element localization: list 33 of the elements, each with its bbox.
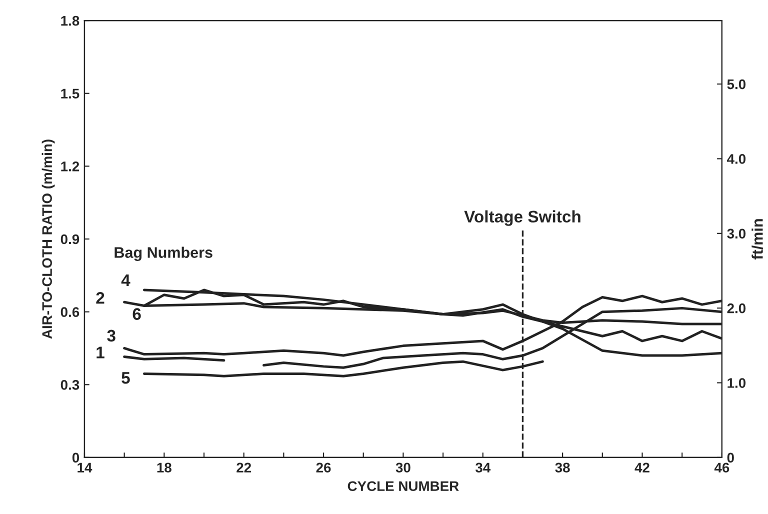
y-axis-title: AIR-TO-CLOTH RATIO (m/min): [42, 140, 55, 339]
series-label: 3: [107, 330, 116, 342]
y-tick-label: 1.2: [61, 162, 80, 172]
x-tick-label: 14: [78, 462, 92, 472]
series-label: 1: [96, 346, 104, 358]
x-tick-label: 46: [714, 462, 730, 473]
x-axis-title: CYCLE NUMBER: [348, 481, 459, 492]
y2-tick-label: 2.0: [727, 303, 746, 314]
y-tick-label: 1.8: [61, 16, 80, 26]
y2-tick-label: 4.0: [726, 154, 746, 164]
y-tick-label: 0.6: [60, 307, 80, 317]
series-label: 6: [132, 308, 141, 320]
x-tick-label: 42: [634, 462, 650, 472]
x-tick-label: 30: [396, 462, 410, 473]
x-tick-label: 18: [157, 462, 172, 473]
y-tick-label: 1.5: [61, 88, 80, 99]
series-label: 5: [122, 372, 130, 384]
y2-axis-title: ft/min: [752, 219, 764, 260]
y2-tick-label: 1.0: [728, 378, 746, 388]
x-tick-label: 34: [475, 462, 491, 473]
y-tick-label: 0.3: [60, 380, 80, 390]
y2-tick-label: 5.0: [727, 79, 746, 90]
legend-title: Bag Numbers: [114, 246, 212, 262]
series-label: 2: [96, 292, 104, 304]
y2-tick-label: 0: [727, 452, 734, 463]
ref-line-label: Voltage Switch: [464, 210, 580, 226]
x-tick-label: 22: [236, 462, 252, 472]
y-tick-label: 0: [72, 452, 80, 463]
x-tick-label: 38: [555, 462, 570, 473]
y2-tick-label: 3.0: [727, 228, 746, 239]
x-tick-label: 26: [316, 462, 331, 473]
y-tick-label: 0.9: [60, 234, 80, 244]
series-label: 4: [121, 274, 130, 286]
